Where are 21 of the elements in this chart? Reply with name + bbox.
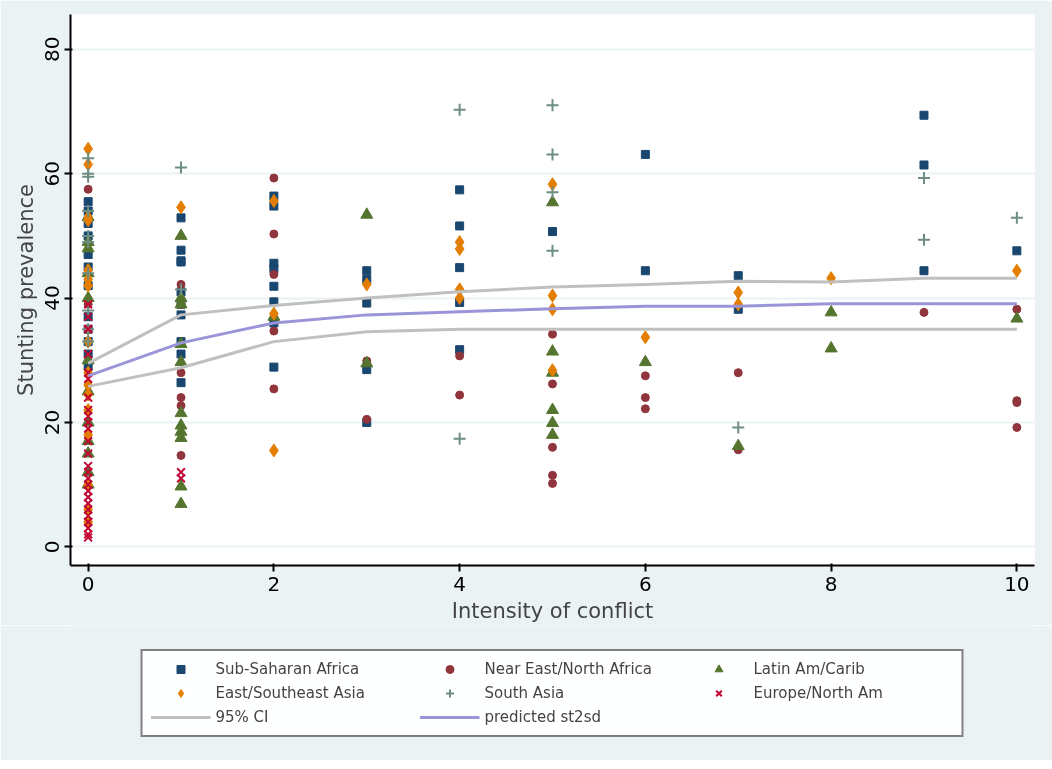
x-tick-label: 10	[1004, 571, 1030, 596]
x-tick-label: 0	[81, 571, 95, 596]
legend-label: predicted st2sd	[484, 707, 602, 726]
legend-label: Europe/North Am	[753, 683, 884, 702]
legend-label: 95% CI	[215, 707, 270, 726]
legend-label: East/Southeast Asia	[215, 683, 366, 702]
legend-label: Sub-Saharan Africa	[215, 659, 361, 678]
x-tick-label: 8	[824, 571, 838, 596]
x-axis-title: Intensity of conflict	[451, 598, 654, 623]
x-tick-label: 2	[267, 571, 281, 596]
y-tick-label: 40	[40, 285, 65, 311]
y-tick-label: 60	[40, 160, 65, 187]
y-tick-label: 0	[40, 540, 65, 554]
x-tick-label: 6	[639, 571, 652, 596]
legend-label: Latin Am/Carib	[753, 659, 866, 678]
y-tick-label: 80	[40, 36, 65, 63]
x-tick-label: 4	[453, 571, 466, 596]
legend-label: Near East/North Africa	[484, 659, 653, 678]
legend-label: South Asia	[484, 683, 566, 702]
y-axis-title: Stunting prevalence	[13, 184, 38, 396]
y-tick-label: 20	[40, 409, 65, 436]
